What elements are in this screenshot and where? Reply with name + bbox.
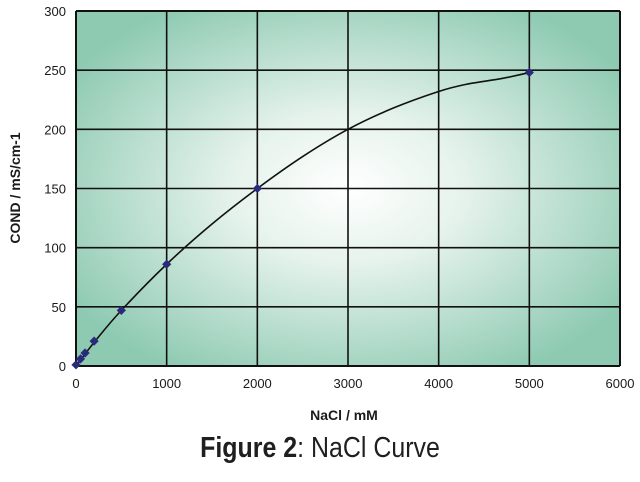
x-tick-label: 4000: [424, 376, 453, 391]
data-point-marker: [80, 348, 90, 358]
caption-separator: :: [297, 432, 305, 464]
y-tick-label: 0: [59, 359, 66, 374]
data-point-marker: [71, 360, 81, 370]
x-tick-label: 3000: [334, 376, 363, 391]
data-point-marker: [89, 336, 99, 346]
x-tick-label: 5000: [515, 376, 544, 391]
x-tick-label: 1000: [152, 376, 181, 391]
caption-text: NaCl Curve: [304, 432, 440, 464]
y-tick-label: 300: [44, 4, 66, 19]
data-point-marker: [252, 183, 262, 194]
x-axis-title: NaCl / mM: [310, 407, 378, 423]
nacl-conductivity-chart: 0 1000 2000 3000 4000 5000 6000 0 50 100 150 200 250…: [7, 4, 634, 423]
figure-caption: Figure 2: NaCl Curve: [45, 432, 595, 465]
data-point-marker: [75, 354, 86, 364]
y-tick-label: 50: [52, 300, 66, 315]
x-tick-label: 6000: [606, 376, 635, 391]
figure-label: Figure 2: [200, 432, 298, 464]
y-tick-label: 250: [44, 63, 66, 78]
y-tick-label: 150: [44, 182, 66, 197]
y-axis-title: COND / mS/cm-1: [7, 132, 23, 243]
y-tick-label: 100: [44, 241, 66, 256]
x-tick-label: 0: [72, 376, 79, 391]
y-tick-label: 200: [44, 122, 66, 137]
data-point-marker: [116, 305, 126, 315]
data-point-marker: [524, 67, 534, 78]
data-markers: [71, 67, 534, 370]
tick-labels: 0 1000 2000 3000 4000 5000 6000 0 50 100 150 200 250…: [44, 4, 634, 391]
data-point-marker: [162, 259, 172, 269]
x-tick-label: 2000: [243, 376, 272, 391]
